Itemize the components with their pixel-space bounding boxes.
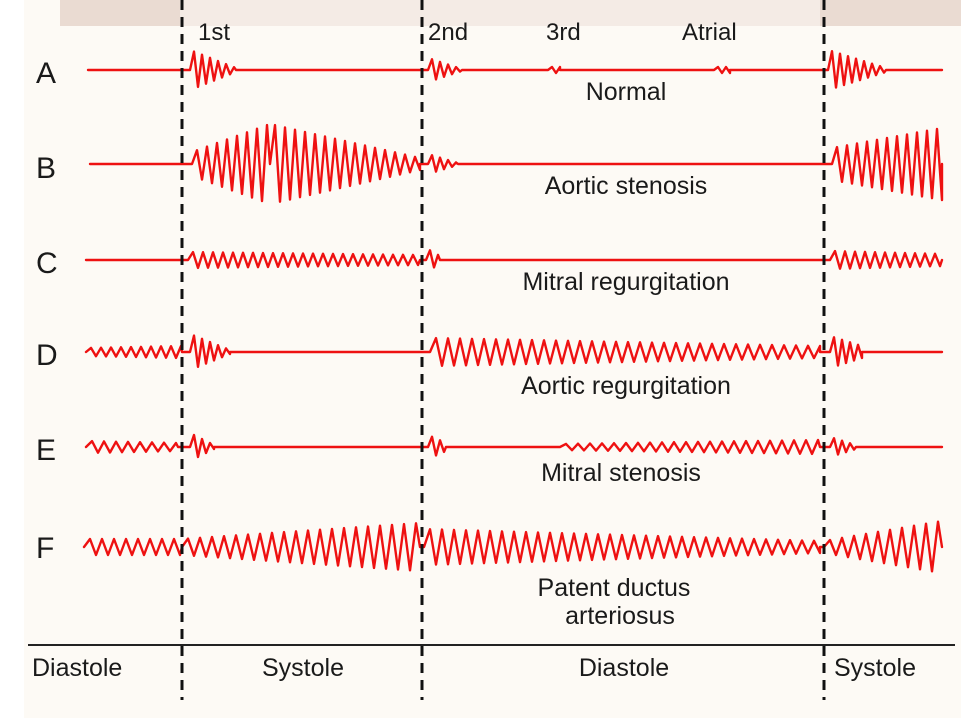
header-third-label: 3rd — [546, 19, 581, 46]
caption-mitral-regurgitation: Mitral regurgitation — [522, 268, 729, 296]
row-letter-b: B — [36, 152, 56, 185]
row-letter-a: A — [36, 57, 56, 90]
waveform-b — [88, 123, 944, 203]
waveform-c — [84, 249, 944, 270]
header-second-label: 2nd — [428, 19, 468, 46]
caption-patent-ductus-line2: arteriosus — [565, 602, 675, 630]
waveform-f — [82, 520, 944, 573]
caption-aortic-regurgitation: Aortic regurgitation — [521, 372, 731, 400]
waveform-a — [86, 50, 944, 89]
phase-label-systole-1: Systole — [262, 654, 344, 682]
top-image-strip-inner — [180, 0, 820, 26]
phase-label-diastole-1: Diastole — [32, 654, 122, 682]
caption-patent-ductus-line1: Patent ductus — [538, 574, 691, 602]
caption-mitral-stenosis: Mitral stenosis — [541, 459, 701, 487]
phase-label-systole-2: Systole — [834, 654, 916, 682]
header-atrial-label: Atrial — [682, 19, 737, 46]
row-letter-d: D — [36, 339, 58, 372]
row-letter-e: E — [36, 434, 56, 467]
waveform-traces — [82, 50, 944, 573]
phase-label-diastole-2: Diastole — [579, 654, 669, 682]
caption-aortic-stenosis: Aortic stenosis — [545, 172, 708, 200]
waveform-e — [84, 433, 944, 459]
row-letter-f: F — [36, 532, 54, 565]
header-first-label: 1st — [198, 19, 230, 46]
caption-normal: Normal — [586, 78, 667, 106]
waveform-d — [84, 334, 944, 368]
row-letter-c: C — [36, 247, 58, 280]
